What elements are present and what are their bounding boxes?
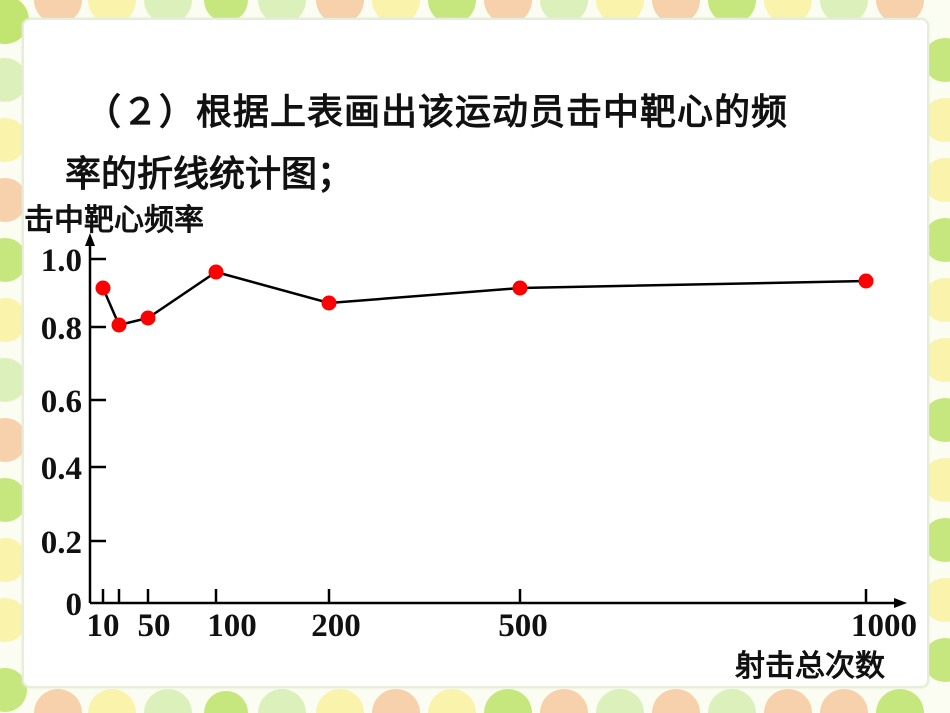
x-axis-arrow-icon: [894, 598, 907, 608]
slide-panel: [22, 18, 929, 688]
x-tick-label: 200: [311, 608, 361, 644]
x-tick-label: 10: [87, 608, 120, 644]
data-point-marker: [858, 273, 874, 289]
data-line: [101, 270, 867, 327]
x-axis-label: 射击总次数: [735, 649, 885, 684]
data-point-marker: [140, 310, 156, 326]
slide-title-line-2: 率的折线统计图；: [65, 153, 354, 195]
x-tick-label: 100: [207, 608, 257, 644]
data-point-marker: [95, 280, 111, 296]
data-point-marker: [111, 317, 127, 333]
y-tick-label: 0.6: [41, 384, 82, 420]
x-tick-label: 50: [138, 608, 171, 644]
x-tick-label: 1000: [851, 608, 917, 644]
y-tick-label: 0.4: [41, 451, 82, 487]
data-point-marker: [321, 295, 337, 311]
y-tick-label: 1.0: [41, 243, 82, 279]
data-point-marker: [208, 264, 224, 280]
slide-title-line-1: （２）根据上表画出该运动员击中靶心的频: [85, 91, 789, 133]
data-point-marker: [512, 280, 528, 296]
y-tick-label: 0.8: [41, 311, 82, 347]
y-tick-label: 0: [66, 587, 83, 623]
y-tick-label: 0.2: [41, 525, 82, 561]
y-axis-arrow-icon: [85, 233, 95, 246]
y-axis-label: 击中靶心频率: [24, 203, 204, 238]
x-tick-label: 500: [498, 608, 548, 644]
